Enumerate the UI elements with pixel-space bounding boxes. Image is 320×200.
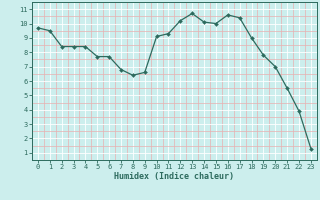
X-axis label: Humidex (Indice chaleur): Humidex (Indice chaleur) <box>115 172 234 181</box>
